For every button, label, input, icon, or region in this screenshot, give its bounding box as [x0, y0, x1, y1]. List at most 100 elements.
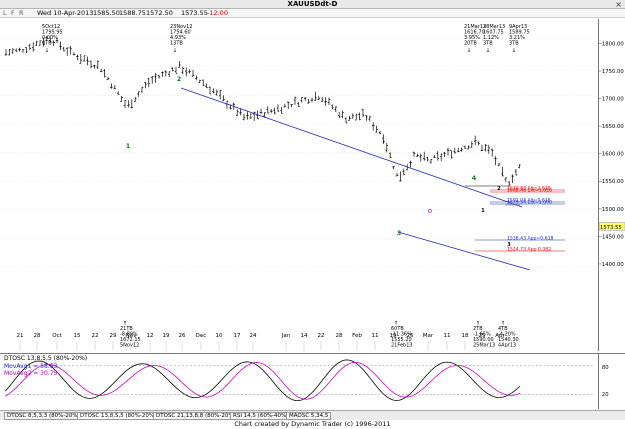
wave-label: 3 [507, 242, 511, 248]
channel-upper-line [180, 87, 523, 208]
price-bar [395, 173, 399, 177]
price-bar [167, 71, 171, 78]
price-bar [341, 110, 344, 119]
tab-dtosc-8[interactable]: DTOSC 8,5,3,3 (80%-20%) [4, 412, 83, 420]
y-tick-label: 1450.00 [602, 234, 624, 240]
price-bar [72, 52, 76, 56]
price-bar [137, 91, 140, 97]
x-tick-label: Dec [196, 333, 207, 339]
oscillator-chart[interactable] [0, 353, 598, 409]
price-bar [375, 125, 378, 133]
y-tick-label: 1500.00 [602, 207, 624, 213]
price-bar [205, 83, 208, 89]
x-tick-label: Feb [352, 333, 362, 339]
price-bar [48, 38, 52, 43]
price-bar [327, 97, 331, 105]
price-bar [314, 91, 317, 102]
price-bar [55, 37, 59, 43]
wave-label: 1 [126, 142, 131, 150]
price-bar [154, 73, 157, 83]
title-bar: XAUUSDdt-D × [0, 0, 625, 9]
price-bar [38, 40, 42, 46]
x-tick-label: 22 [318, 333, 325, 339]
price-bar [494, 156, 497, 166]
top-annotation-line: 1795.95 [42, 30, 63, 36]
price-bar [191, 69, 195, 77]
osc-title: DTOSC 13,8,5,5 (80%-20%) [4, 355, 88, 362]
info-date: Wed 10-Apr-2013 [37, 9, 94, 17]
bottom-annotation-line: 1540.30 [498, 337, 519, 343]
price-grid [0, 37, 598, 268]
current-price-box [599, 222, 625, 231]
price-bar [365, 115, 368, 121]
info-high: 1588.75 [119, 9, 146, 17]
close-icon[interactable]: × [615, 0, 622, 9]
price-bar [433, 155, 436, 159]
price-axis: 1800.00 1750.00 1700.00 1650.00 1600.00 1550.… [598, 19, 625, 351]
price-bar [89, 60, 93, 69]
wave-labels: 1 2 3 4 1 2 3 [126, 75, 512, 248]
price-bar [402, 168, 406, 176]
osc-ma2: MovAvg2 = 30.75 [4, 370, 58, 377]
price-bar [320, 96, 324, 103]
price-bar [181, 66, 185, 75]
x-tick-label: 10 [216, 333, 223, 339]
tab-dtosc-21[interactable]: DTOSC 21,13,8,8 (80%-20%) [153, 412, 239, 420]
price-bar [25, 47, 28, 54]
top-annotation-line: 3TB [483, 41, 493, 47]
tab-dtosc-13[interactable]: DTOSC 13,8,5,5 (80%-20%) [77, 412, 160, 420]
time-marker [428, 209, 432, 213]
price-bar [116, 91, 120, 95]
price-bar [130, 99, 134, 109]
price-bar [215, 89, 219, 96]
y-tick-label: 1400.00 [602, 262, 624, 268]
level-label: 1608.48 Ext=1.618 [507, 187, 552, 193]
level-label: 1538.43 App=0.618 [507, 235, 554, 241]
channel-lower-line [397, 231, 531, 271]
top-annotation-line: 3TB [509, 41, 519, 47]
x-tick-label: 25 [479, 333, 486, 339]
info-close: 1573.55 [181, 9, 208, 17]
price-bar [28, 43, 32, 51]
top-annotation-line: 0TB [42, 41, 52, 47]
bottom-annotation-line: -11.36% [391, 332, 412, 338]
bottom-annotation-line: 4TB [498, 326, 508, 332]
x-tick-label: 28 [336, 333, 343, 339]
price-bar [399, 171, 402, 182]
price-bar [21, 49, 25, 53]
price-bar [463, 145, 467, 150]
price-bar [4, 49, 8, 56]
price-bar [453, 147, 457, 154]
indicator-tabs: DTOSC 8,5,3,3 (80%-20%) DTOSC 13,8,5,5 (… [0, 410, 625, 420]
y-tick-label: 1550.00 [602, 179, 624, 185]
price-bar [113, 85, 117, 90]
tab-maosc[interactable]: MAOSC 5,34,5 [286, 412, 332, 420]
x-tick-label: Jan [281, 333, 291, 339]
price-bar [477, 141, 480, 146]
top-annotation-line: 28Mar13 [483, 24, 505, 30]
down-arrow-icon: ↓ [512, 47, 517, 54]
flag-l[interactable]: L [3, 9, 7, 17]
info-bar: L F R Wed 10-Apr-2013 1585.50 1588.75 15… [0, 9, 625, 18]
flag-r[interactable]: R [19, 9, 24, 17]
x-tick-label: 15 [74, 333, 81, 339]
tab-rsi[interactable]: RSI 14,5 (60%-40%) [230, 412, 292, 420]
price-bar [344, 117, 348, 124]
top-annotation-line: 13TB [170, 41, 183, 47]
price-bar [351, 113, 355, 119]
price-bars [4, 35, 521, 186]
up-arrow-icon: ↑ [501, 320, 506, 327]
top-annotation-line: 3.95% [464, 35, 480, 41]
flag-f[interactable]: F [11, 9, 15, 17]
price-bar [443, 152, 446, 157]
x-tick-label: 18 [462, 333, 469, 339]
bottom-annotation-line: 2TB [473, 326, 483, 332]
price-bar [198, 79, 202, 83]
price-bar [150, 76, 154, 84]
osc-line-slow [5, 362, 521, 400]
level-label: 1610.83 Alt=2.618 [507, 185, 551, 191]
price-bar [419, 153, 423, 162]
price-bar [171, 67, 174, 72]
